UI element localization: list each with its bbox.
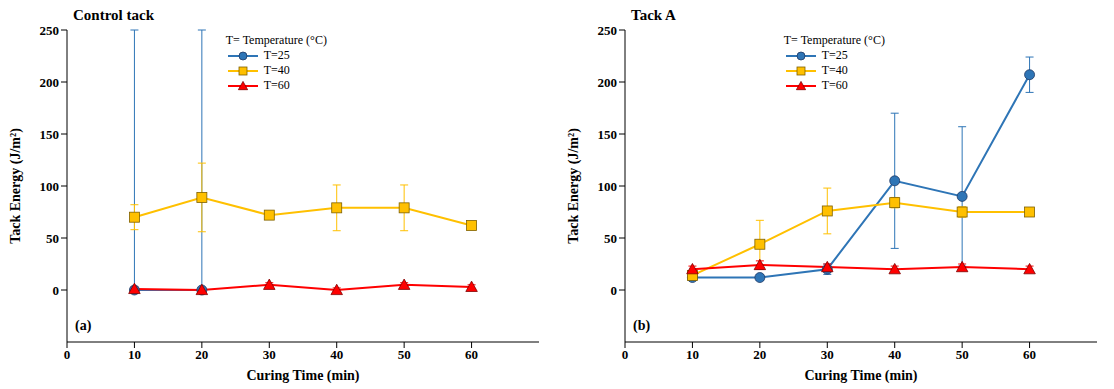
html-text:T=40: T=40 bbox=[263, 63, 290, 77]
html-text:(b): (b) bbox=[633, 318, 651, 333]
html-text:T=40: T=40 bbox=[821, 63, 848, 77]
svg-text:150: 150 bbox=[40, 127, 60, 142]
svg-text:Curing Time (min): Curing Time (min) bbox=[804, 368, 917, 384]
html-text:Tack A: Tack A bbox=[631, 7, 676, 23]
html-text:T=25: T=25 bbox=[263, 48, 290, 62]
svg-text:200: 200 bbox=[598, 75, 618, 90]
svg-text:Curing Time (min): Curing Time (min) bbox=[246, 368, 359, 384]
html-text:T= Temperature (°C): T= Temperature (°C) bbox=[783, 33, 885, 47]
html-text:Control tack: Control tack bbox=[73, 7, 154, 23]
svg-text:50: 50 bbox=[604, 231, 617, 246]
svg-text:20: 20 bbox=[753, 347, 766, 362]
svg-text:0: 0 bbox=[611, 283, 618, 298]
svg-text:0: 0 bbox=[622, 347, 629, 362]
html-text:T=60: T=60 bbox=[821, 78, 848, 92]
svg-text:Tack Energy (J/m²): Tack Energy (J/m²) bbox=[8, 128, 24, 244]
svg-text:60: 60 bbox=[1023, 347, 1036, 362]
html-text:(a): (a) bbox=[75, 318, 92, 333]
svg-text:100: 100 bbox=[40, 179, 60, 194]
svg-text:10: 10 bbox=[686, 347, 699, 362]
svg-text:50: 50 bbox=[398, 347, 411, 362]
svg-text:200: 200 bbox=[40, 75, 60, 90]
svg-text:0: 0 bbox=[53, 283, 60, 298]
svg-text:30: 30 bbox=[263, 347, 276, 362]
svg-text:50: 50 bbox=[46, 231, 59, 246]
html-text:T=60: T=60 bbox=[263, 78, 290, 92]
svg-text:40: 40 bbox=[888, 347, 901, 362]
svg-text:150: 150 bbox=[598, 127, 618, 142]
svg-text:Tack Energy (J/m²): Tack Energy (J/m²) bbox=[566, 128, 582, 244]
svg-text:60: 60 bbox=[465, 347, 478, 362]
html-text:T= Temperature (°C): T= Temperature (°C) bbox=[225, 33, 327, 47]
svg-text:50: 50 bbox=[956, 347, 969, 362]
svg-text:100: 100 bbox=[598, 179, 618, 194]
svg-text:250: 250 bbox=[598, 23, 618, 38]
svg-text:10: 10 bbox=[128, 347, 141, 362]
svg-text:250: 250 bbox=[40, 23, 60, 38]
svg-text:20: 20 bbox=[195, 347, 208, 362]
html-text:T=25: T=25 bbox=[821, 48, 848, 62]
svg-text:0: 0 bbox=[64, 347, 71, 362]
svg-text:30: 30 bbox=[821, 347, 834, 362]
svg-text:40: 40 bbox=[330, 347, 343, 362]
